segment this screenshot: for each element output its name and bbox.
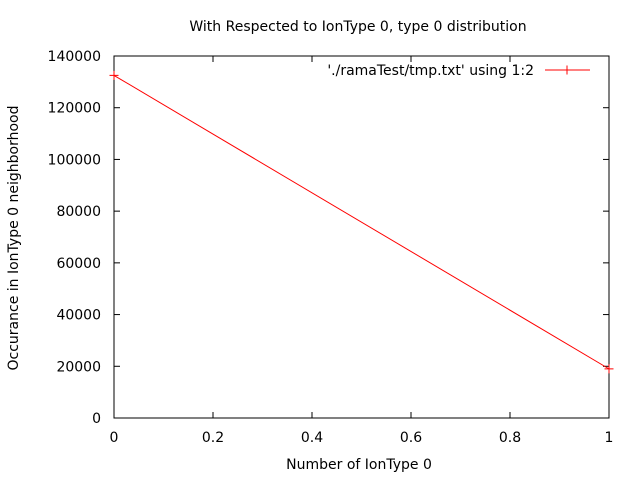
data-point bbox=[109, 70, 119, 80]
y-tick-label: 120000 bbox=[48, 101, 101, 117]
axis-ticks bbox=[113, 55, 610, 419]
x-tick-label: 0.2 bbox=[202, 430, 224, 446]
y-tick-label: 80000 bbox=[56, 204, 101, 220]
plot-frame bbox=[113, 55, 610, 419]
y-tick-label: 40000 bbox=[56, 308, 101, 324]
data-point bbox=[604, 364, 614, 374]
chart-title: With Respected to IonType 0, type 0 dist… bbox=[189, 19, 526, 35]
y-tick-labels: 0 20000 40000 60000 80000 100000 120000 140000 bbox=[48, 49, 101, 427]
x-tick-labels: 0 0.2 0.4 0.6 0.8 1 bbox=[110, 430, 614, 446]
series-layer bbox=[109, 70, 614, 374]
series-line bbox=[113, 74, 610, 370]
x-tick-label: 0.8 bbox=[499, 430, 521, 446]
y-axis-label: Occurance in IonType 0 neighborhood bbox=[6, 106, 22, 371]
y-tick-label: 0 bbox=[92, 411, 101, 427]
y-tick-label: 100000 bbox=[48, 152, 101, 168]
legend: './ramaTest/tmp.txt' using 1:2 bbox=[327, 63, 590, 79]
x-tick-label: 0.6 bbox=[400, 430, 422, 446]
legend-label: './ramaTest/tmp.txt' using 1:2 bbox=[327, 63, 534, 79]
x-tick-label: 0.4 bbox=[301, 430, 323, 446]
x-tick-label: 1 bbox=[605, 430, 614, 446]
x-axis-label: Number of IonType 0 bbox=[286, 457, 432, 473]
y-tick-label: 60000 bbox=[56, 256, 101, 272]
y-tick-label: 140000 bbox=[48, 49, 101, 65]
y-tick-label: 20000 bbox=[56, 359, 101, 375]
legend-marker bbox=[562, 65, 572, 75]
x-tick-label: 0 bbox=[110, 430, 119, 446]
